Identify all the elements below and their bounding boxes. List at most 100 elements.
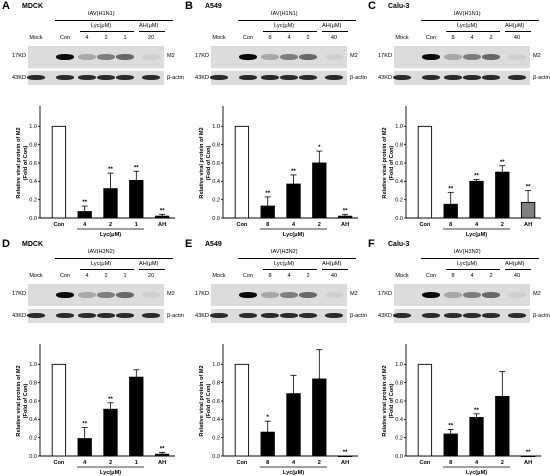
bar	[77, 211, 92, 219]
m2-band	[299, 292, 317, 298]
y-tick-label: 0.0	[395, 216, 403, 222]
actin-band	[280, 75, 298, 80]
actin-band	[261, 313, 279, 318]
m2-blot	[394, 284, 530, 306]
lyc-bracket	[263, 31, 317, 32]
m2-label: M2	[167, 291, 175, 297]
actin-band	[210, 75, 228, 80]
virus-label: IAV(H1N1)	[454, 11, 481, 17]
bar-chart: 0.0 0.2 0.4 0.6 0.8 1.0 Relative viral protein…	[16, 344, 175, 476]
m2-band	[280, 292, 298, 298]
category-label: 2	[318, 460, 321, 466]
actin-band	[261, 75, 279, 80]
m2-band	[97, 292, 115, 298]
m2-blot	[211, 46, 347, 68]
virus-label: IAV(H1N1)	[271, 11, 298, 17]
significance-mark: **	[291, 169, 296, 175]
virus-label: IAV(H1N1)	[88, 11, 115, 17]
ah-bracket	[505, 31, 531, 32]
bar	[337, 215, 353, 219]
lane-label: 8	[268, 35, 272, 41]
ah-header: AH(μM)	[505, 261, 525, 267]
bar	[417, 125, 433, 219]
virus-bracket	[238, 20, 356, 21]
bar	[286, 393, 301, 457]
category-label: Con	[53, 460, 64, 466]
kd43-label: 43KD	[378, 313, 392, 319]
actin-label: β-actin	[167, 75, 184, 81]
actin-band	[210, 313, 228, 318]
y-tick-label: 1.0	[29, 124, 37, 130]
actin-blot	[210, 309, 347, 323]
x-axis-label: Lyc(μM)	[466, 470, 487, 476]
x-axis-label: Lyc(μM)	[100, 470, 121, 476]
y-tick-label: 0.2	[29, 197, 37, 203]
category-label: 8	[449, 460, 452, 466]
panel-a: A MDCK IAV(H1N1) Lyc(μM) AH(μM) Mock Con 4 2 1 20 1…	[0, 0, 184, 238]
actin-band	[27, 313, 45, 318]
lane-label: 40	[513, 35, 521, 41]
y-tick-label: 0.8	[29, 380, 37, 386]
category-label: 1	[135, 460, 138, 466]
lane-label: 20	[147, 35, 155, 41]
kd17-label: 17KD	[378, 53, 392, 59]
m2-band	[508, 292, 526, 298]
bar	[469, 417, 484, 457]
actin-label: β-actin	[167, 313, 184, 319]
actin-band	[422, 313, 440, 318]
cell-line-label: Calu-3	[388, 241, 410, 248]
actin-band	[97, 75, 115, 80]
bar	[154, 215, 170, 219]
significance-mark: *	[318, 145, 321, 151]
actin-band	[444, 313, 462, 318]
cell-line-label: A549	[205, 3, 222, 10]
y-tick-label: 0.6	[212, 399, 220, 405]
m2-label: M2	[533, 291, 541, 297]
y-tick-label: 1.0	[395, 124, 403, 130]
bar	[312, 378, 327, 457]
category-label: 2	[501, 222, 504, 228]
x-axis-label: Lyc(μM)	[283, 232, 304, 238]
panel-letter: A	[2, 0, 10, 12]
y-tick-label: 0.0	[29, 454, 37, 460]
actin-band	[56, 313, 74, 318]
lane-label: 20	[147, 273, 155, 279]
m2-band	[261, 292, 279, 298]
ah-header: AH(μM)	[505, 23, 525, 29]
actin-band	[463, 75, 481, 80]
actin-band	[482, 75, 500, 80]
x-axis-label: Lyc(μM)	[283, 470, 304, 476]
m2-label: M2	[167, 53, 175, 59]
y-tick-label: 0.8	[29, 142, 37, 148]
bar-chart: 0.0 0.2 0.4 0.6 0.8 1.0 Relative viral protein…	[382, 106, 541, 238]
kd17-label: 17KD	[378, 291, 392, 297]
m2-band	[444, 292, 462, 298]
kd43-label: 43KD	[378, 75, 392, 81]
significance-mark: **	[160, 208, 165, 214]
actin-band	[299, 75, 317, 80]
lane-label: Mock	[395, 35, 409, 41]
m2-band	[280, 54, 298, 60]
y-tick-label: 0.4	[395, 417, 403, 423]
y-axis-sublabel: (Fold of Con)	[389, 145, 395, 180]
actin-band	[325, 313, 343, 318]
actin-blot	[27, 309, 164, 323]
significance-mark: **	[82, 200, 87, 206]
y-axis-label: Relative viral protein of M2	[382, 127, 388, 198]
lane-label: 2	[489, 35, 493, 41]
bar	[51, 125, 67, 219]
actin-band	[116, 75, 134, 80]
category-label: AH	[158, 460, 166, 466]
bar	[495, 171, 510, 219]
kd17-label: 17KD	[12, 291, 26, 297]
lyc-header: Lyc(μM)	[457, 23, 478, 29]
panel-b: B A549 IAV(H1N1) Lyc(μM) AH(μM) Mock Con 8 4 2 40 1…	[183, 0, 367, 238]
m2-band	[239, 292, 257, 298]
actin-band	[393, 313, 411, 318]
actin-band	[116, 313, 134, 318]
actin-band	[78, 75, 96, 80]
x-axis-label: Lyc(μM)	[466, 232, 487, 238]
lyc-header: Lyc(μM)	[457, 261, 478, 267]
kd17-label: 17KD	[195, 53, 209, 59]
category-label: AH	[524, 460, 532, 466]
